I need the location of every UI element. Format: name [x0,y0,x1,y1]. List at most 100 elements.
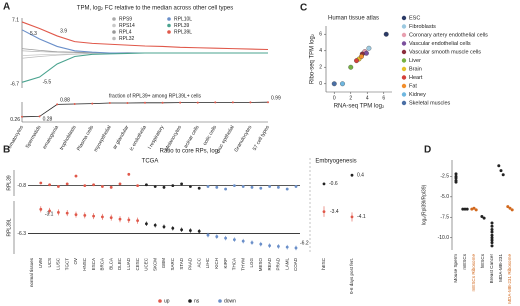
x-tick-label: MDA-MB-231 [498,254,503,282]
x-tick-label: SARC [170,257,175,270]
subplot-title: fraction of RPL39+ among RPL39L+ cells [109,93,201,99]
point [206,233,210,237]
point [268,185,271,188]
legend-label: RPS9 [119,16,132,22]
legend-label: Liver [409,58,421,64]
annotation: -3.1 [45,212,54,218]
series-line [21,21,269,51]
chart-title: TPM, log₂ FC relative to the median acro… [77,6,233,12]
point [259,242,263,246]
point [145,183,148,187]
point [490,236,494,240]
point [136,219,140,223]
x-tick-label: ic endothelia [129,124,148,152]
point [153,185,157,188]
panel-label: D [424,145,431,156]
legend-label: ns [194,298,200,304]
series-line [21,52,268,59]
point [48,209,51,213]
x-tick-label: THCA [232,258,237,270]
point [499,169,503,173]
point [162,185,166,189]
legend-label: RPL32 [119,36,135,42]
row-label: RPL39L [6,218,12,236]
point [250,185,254,189]
point [501,173,505,177]
x-tick-label: COAD [293,257,298,271]
group-label: TCGA [142,159,159,165]
legend-marker [401,75,407,80]
data-label: 0.26 [10,117,20,123]
point [180,182,184,186]
x-tick-label: KIRP [223,258,228,269]
point [224,236,228,240]
point [215,235,219,238]
point [474,208,478,212]
x-tick-label: LAML [284,258,289,270]
series-line [21,29,268,54]
point [92,214,95,218]
fraction-point [126,102,129,104]
x-tick-label: BRCA [100,258,105,271]
point [454,176,458,180]
point [189,229,192,232]
chart-title: Ratio to core RPs, log₂ [160,149,221,155]
x-tick-label: 4 [366,95,369,101]
point [350,215,354,219]
x-tick-label: OV [73,258,78,265]
point [480,214,484,218]
point [109,216,113,220]
point [65,211,69,215]
legend-label: RPL39L [174,29,192,35]
annotation: -6.2 [300,240,309,246]
x-tick-label: UVM [38,258,43,268]
legend-label: Heart [409,75,423,81]
x-tick-label: READ [267,257,272,270]
annotation: -0.8 [17,183,26,189]
legend-marker [401,49,407,55]
point [145,222,148,226]
x-tick-label: Breast Cancer [489,254,494,284]
x-tick-label: hESC [321,257,326,270]
point [277,185,280,189]
point [490,244,494,248]
point [354,58,359,64]
point [490,241,494,245]
y-tick-label: -10.0 [438,235,450,241]
annotation: -4.1 [357,214,366,220]
point [294,246,298,250]
x-tick-label: PRAD [276,257,281,270]
legend-label: ESC [409,15,420,21]
point [109,185,113,189]
legend-marker [112,30,116,34]
fraction-point [249,101,252,104]
point [268,244,271,248]
annotation: -5.5 [43,79,52,85]
x-tick-label: Mouse Sperm [453,254,458,283]
x-tick-label: 2 [349,95,352,101]
point [363,50,369,56]
point [162,225,166,229]
point [359,54,364,59]
fraction-point [21,115,23,118]
point [74,174,78,178]
point [259,186,263,190]
point [510,208,514,212]
point [454,180,458,184]
x-tick-label: hESCs [480,253,485,268]
legend-marker [112,23,116,28]
x-tick-label: HNSC [82,257,87,271]
legend-marker [112,17,116,21]
annotation: -0.6 [329,181,338,187]
point [197,186,201,190]
panel-label: C [300,3,307,14]
x-tick-label: ematogonia [42,124,60,150]
fraction-point [73,103,76,105]
point [57,185,60,188]
legend-marker [401,66,407,72]
point [322,210,326,214]
point [463,207,467,211]
point [497,164,501,168]
annotation: 3.9 [60,28,67,34]
